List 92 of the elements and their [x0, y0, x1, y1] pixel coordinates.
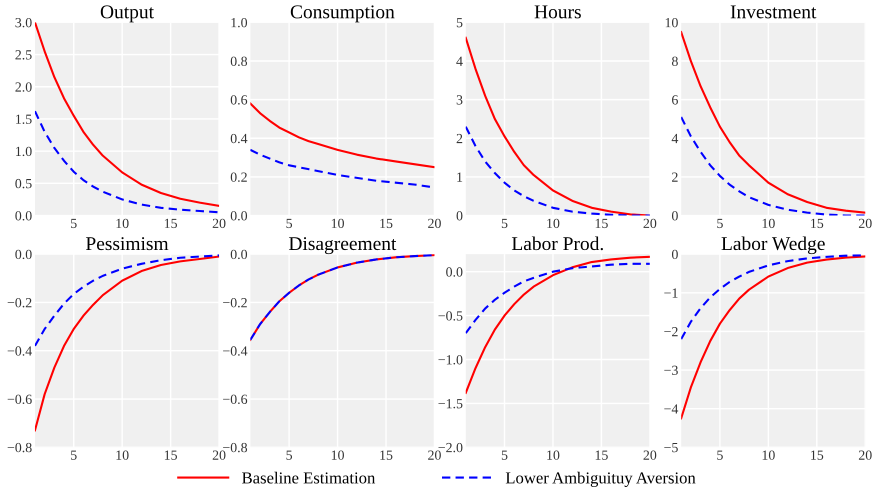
y-tick-label: 1.0 — [16, 146, 32, 156]
chart-title: Labor Wedge — [722, 236, 825, 254]
x-tick-label: 20 — [858, 450, 872, 460]
y-tick-label: 8 — [672, 56, 678, 66]
y-tick-label: −0.5 — [438, 311, 462, 321]
y-tick-label: −0.8 — [223, 442, 248, 452]
x-tick-label: 10 — [116, 218, 129, 228]
x-tick-label: 15 — [811, 218, 824, 228]
y-tick-label: 2 — [672, 172, 678, 182]
y-tick-label: −2.0 — [438, 442, 462, 452]
y-tick-label: −0.4 — [8, 346, 32, 356]
y-tick-label: 0.0 — [15, 250, 32, 260]
chart-title: Consumption — [290, 5, 395, 22]
y-tick-label: 2.5 — [15, 50, 32, 60]
x-tick-label: 20 — [428, 450, 441, 460]
x-tick-label: 20 — [428, 218, 441, 228]
x-tick-label: 10 — [547, 450, 560, 460]
x-tick-label: 5 — [286, 218, 292, 228]
chart-title: Hours — [534, 5, 581, 18]
x-tick-label: 20 — [858, 218, 872, 228]
y-tick-label: 1.5 — [16, 114, 32, 124]
x-tick-label: 15 — [596, 450, 608, 460]
y-tick-label: 0.5 — [15, 178, 32, 188]
y-tick-label: 3.0 — [15, 18, 32, 28]
y-tick-label: −1.0 — [438, 355, 462, 365]
x-tick-label: 15 — [811, 450, 824, 460]
y-tick-label: 0 — [456, 211, 462, 220]
y-tick-label: −0.8 — [8, 442, 32, 452]
y-tick-label: −0.4 — [223, 346, 248, 356]
y-tick-label: 2.0 — [15, 82, 32, 92]
x-tick-label: 10 — [547, 218, 560, 228]
y-tick-label: 0 — [672, 211, 678, 220]
x-tick-label: 5 — [286, 450, 292, 460]
chart-title: Labor Prod. — [512, 236, 603, 250]
y-tick-label: 0.0 — [230, 250, 248, 260]
chart-title: Pessimism — [86, 237, 168, 250]
y-tick-label: 0.0 — [230, 211, 248, 221]
line-series — [34, 110, 220, 214]
legend-label: Baseline Estimation — [242, 472, 376, 484]
y-tick-label: −0.2 — [8, 298, 32, 308]
y-tick-label: 0.4 — [230, 134, 248, 144]
x-tick-label: 15 — [164, 450, 178, 460]
x-tick-label: 5 — [71, 218, 77, 228]
y-tick-label: 0.0 — [15, 211, 32, 221]
y-tick-label: −0.6 — [8, 394, 32, 404]
x-tick-label: 20 — [212, 218, 226, 228]
y-tick-label: −0.2 — [223, 298, 247, 308]
x-tick-label: 10 — [762, 218, 775, 228]
x-tick-label: 15 — [596, 218, 608, 228]
chart-title: Output — [100, 5, 154, 22]
y-tick-label: 5 — [456, 18, 462, 28]
y-tick-label: 3 — [456, 95, 462, 105]
x-tick-label: 5 — [71, 450, 77, 460]
x-tick-label: 10 — [116, 450, 129, 460]
x-tick-label: 20 — [212, 450, 226, 460]
x-tick-label: 15 — [164, 218, 178, 228]
y-tick-label: 0.6 — [230, 95, 248, 105]
line-series — [250, 102, 434, 168]
chart-title: Disagreement — [288, 237, 396, 254]
y-tick-label: 0.2 — [230, 172, 247, 182]
line-series — [466, 256, 650, 394]
x-tick-label: 10 — [762, 450, 775, 460]
line-series — [466, 262, 650, 334]
x-tick-label: 5 — [502, 450, 508, 460]
y-tick-label: −1 — [664, 288, 678, 298]
legend-label: Lower Ambiguituy Aversion — [506, 472, 696, 487]
x-tick-label: 5 — [502, 218, 508, 228]
y-tick-label: −1.5 — [438, 399, 462, 408]
x-tick-label: 10 — [332, 450, 344, 460]
x-tick-label: 5 — [717, 218, 723, 228]
y-tick-label: 0.0 — [446, 267, 462, 277]
y-tick-label: −4 — [664, 404, 678, 414]
y-tick-label: 0 — [672, 250, 678, 260]
x-tick-label: 20 — [644, 450, 656, 460]
y-tick-label: 1 — [457, 172, 462, 182]
y-tick-label: 4 — [672, 134, 678, 144]
chart-title: Investment — [730, 5, 816, 18]
y-tick-label: −2 — [664, 327, 678, 336]
y-tick-label: 4 — [456, 56, 463, 66]
y-tick-label: −5 — [664, 443, 678, 452]
y-tick-label: 1.0 — [231, 18, 248, 28]
x-tick-label: 10 — [332, 218, 344, 228]
x-tick-label: 5 — [717, 450, 723, 460]
y-tick-label: 6 — [672, 95, 678, 105]
y-tick-label: 2 — [456, 134, 462, 144]
y-tick-label: 0.8 — [230, 56, 248, 66]
y-tick-label: −0.6 — [223, 394, 248, 404]
x-tick-label: 15 — [380, 450, 392, 460]
x-tick-label: 20 — [644, 218, 656, 228]
x-tick-label: 15 — [380, 218, 392, 228]
y-tick-label: −3 — [664, 366, 678, 375]
y-tick-label: 10 — [666, 18, 678, 28]
